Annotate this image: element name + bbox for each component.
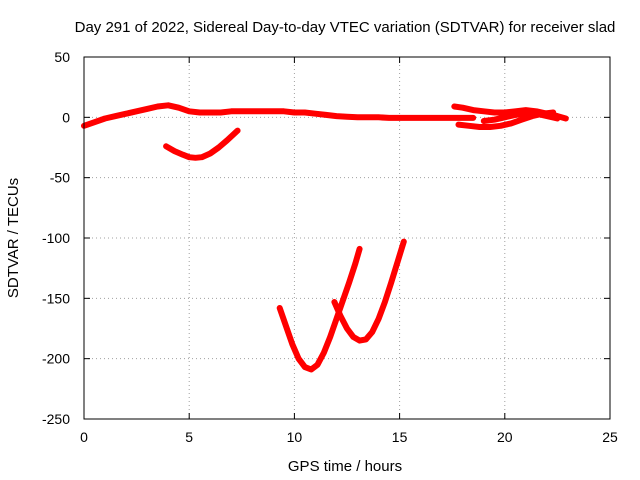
x-tick-label: 15	[392, 429, 408, 445]
series-arc-deep-1	[276, 245, 363, 373]
series-arc-deep-2	[331, 238, 407, 344]
x-tick-label: 25	[602, 429, 618, 445]
series-layer	[81, 102, 569, 373]
y-tick-labels: -250 -200 -150 -100 -50 0 50	[42, 49, 70, 427]
y-axis-label: SDTVAR / TECUs	[5, 178, 22, 298]
chart-title: Day 291 of 2022, Sidereal Day-to-day VTE…	[75, 19, 616, 36]
ticks	[83, 56, 611, 420]
y-tick-label: -150	[42, 290, 70, 306]
x-axis-label: GPS time / hours	[288, 458, 402, 475]
series-arc-right-c	[480, 110, 561, 124]
x-tick-label: 5	[185, 429, 193, 445]
y-tick-label: -200	[42, 351, 70, 367]
x-tick-label: 0	[80, 429, 88, 445]
y-tick-label: -100	[42, 230, 70, 246]
series-arc-dip	[163, 127, 241, 161]
y-tick-label: -50	[50, 170, 70, 186]
y-tick-label: 0	[62, 109, 70, 125]
x-tick-label: 10	[287, 429, 303, 445]
x-tick-label: 20	[497, 429, 513, 445]
x-tick-labels: 0 5 10 15 20 25	[80, 429, 618, 445]
y-tick-label: -250	[42, 411, 70, 427]
y-tick-label: 50	[54, 49, 70, 65]
series-arc-main	[81, 102, 477, 129]
